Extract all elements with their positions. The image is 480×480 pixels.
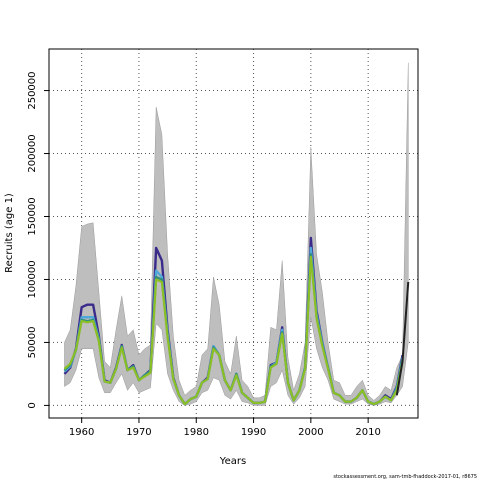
y-tick-label: 250000	[27, 71, 38, 109]
confidence-band-layer	[64, 62, 409, 406]
series-line-5	[395, 281, 410, 396]
y-axis: 0 50000 100000 150000 200000 250000	[27, 71, 49, 409]
series-layer	[63, 236, 410, 406]
x-axis-title: Years	[219, 456, 246, 467]
series-line-4	[63, 255, 404, 406]
x-tick-label: 2010	[355, 427, 380, 438]
x-tick-label: 1980	[184, 427, 209, 438]
confidence-band	[64, 62, 409, 406]
x-tick-label: 1970	[126, 427, 151, 438]
y-tick-label: 100000	[27, 260, 38, 298]
x-tick-label: 2000	[298, 427, 323, 438]
source-note: stockassessment.org, sam-tmb-fhaddock-20…	[333, 474, 477, 480]
x-tick-label: 1990	[241, 427, 266, 438]
y-axis-title: Recruits (age 1)	[4, 193, 15, 273]
plot-frame	[48, 48, 419, 419]
y-tick-label: 0	[27, 402, 38, 408]
y-tick-label: 50000	[27, 327, 38, 359]
x-tick-label: 1960	[69, 427, 94, 438]
y-tick-label: 200000	[27, 134, 38, 172]
y-tick-label: 150000	[27, 197, 38, 235]
x-axis: 1960 1970 1980 1990 2000 2010	[69, 418, 381, 438]
